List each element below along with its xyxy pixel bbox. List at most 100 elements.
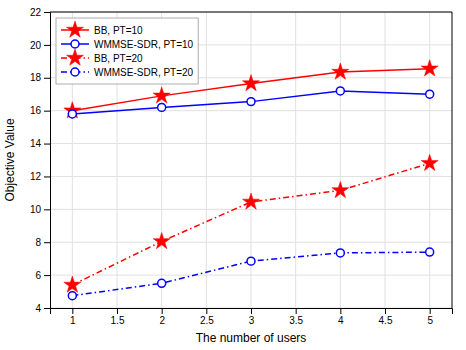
x-axis: 1 1.5 2 2.5 3 3.5 4 4.5 5 [51, 308, 453, 326]
tick: 12 [30, 171, 50, 182]
tick-mark [117, 308, 118, 314]
tick: 8 [35, 237, 50, 248]
tick-mark [385, 308, 386, 314]
y-axis-title: Objective Value [3, 118, 17, 201]
tick: 6 [35, 270, 50, 281]
tick-label: 2 [159, 315, 165, 326]
tick-label: 22 [30, 7, 42, 18]
tick-mark [251, 308, 252, 314]
marker [153, 87, 170, 103]
x-axis-title: The number of users [196, 331, 307, 345]
tick: 10 [30, 204, 50, 215]
marker [158, 279, 166, 287]
marker [426, 248, 434, 256]
tick: 2 [159, 308, 165, 326]
tick: 22 [30, 7, 50, 18]
tick: 20 [30, 40, 50, 51]
grid-line [340, 12, 341, 308]
tick-mark [72, 308, 73, 314]
tick: 4.5 [379, 308, 393, 326]
tick-label: 6 [35, 270, 41, 281]
tick-label: 3 [249, 315, 255, 326]
frame-line [50, 12, 452, 13]
legend-item: BB, PT=20 [61, 49, 143, 65]
tick: 3 [249, 308, 255, 326]
tick-label: 18 [30, 72, 42, 83]
legend: BB, PT=10WMMSE-SDR, PT=10BB, PT=20WMMSE-… [56, 18, 198, 84]
tick-mark [44, 144, 50, 145]
tick: 1.5 [111, 308, 125, 326]
marker [332, 181, 349, 197]
series-line [72, 91, 429, 114]
tick-label: 16 [30, 105, 42, 116]
marker [153, 232, 170, 248]
tick-label: 4 [338, 315, 344, 326]
legend-marker [71, 68, 79, 76]
marker [332, 63, 349, 79]
grid-line [50, 209, 452, 210]
tick-mark [44, 111, 50, 112]
series [64, 60, 438, 118]
marker [64, 102, 81, 118]
tick-mark [44, 275, 50, 276]
tick-label: 8 [35, 237, 41, 248]
marker [247, 257, 255, 265]
grid-line [50, 275, 452, 276]
tick-label: 3.5 [289, 315, 303, 326]
tick: 4 [338, 308, 344, 326]
frame-line [452, 12, 453, 308]
tick: 14 [30, 138, 50, 149]
legend-item: WMMSE-SDR, PT=20 [61, 67, 194, 78]
tick-mark [44, 209, 50, 210]
series-group [64, 60, 438, 300]
series-line [72, 252, 429, 296]
tick-label: 14 [30, 138, 42, 149]
y-axis: 4 6 8 10 12 14 16 18 20 22 [30, 7, 51, 314]
marker [68, 110, 76, 118]
legend-item: BB, PT=10 [61, 21, 143, 37]
grid [50, 12, 452, 308]
legend-marker [71, 40, 79, 48]
tick: 16 [30, 105, 50, 116]
series [68, 87, 433, 118]
grid-line [50, 176, 452, 177]
marker [247, 98, 255, 106]
grid-line [50, 242, 452, 243]
marker [68, 292, 76, 300]
chart: 1 1.5 2 2.5 3 3.5 4 4.5 5 4 6 8 10 12 14 16 18 20 22 BB, PT… [0, 0, 466, 350]
legend-label: WMMSE-SDR, PT=20 [94, 67, 194, 78]
tick-label: 20 [30, 40, 42, 51]
marker [421, 154, 438, 170]
plot-area: 1 1.5 2 2.5 3 3.5 4 4.5 5 4 6 8 10 12 14 16 18 20 22 BB, PT… [30, 7, 453, 326]
legend-label: BB, PT=20 [94, 53, 143, 64]
marker [421, 60, 438, 76]
tick-label: 12 [30, 171, 42, 182]
grid-line [206, 12, 207, 308]
marker [242, 75, 259, 91]
grid-line [50, 12, 452, 13]
legend-marker [66, 49, 83, 65]
tick: 2.5 [200, 308, 214, 326]
tick: 1 [70, 308, 76, 326]
tick-label: 10 [30, 204, 42, 215]
legend-label: BB, PT=10 [94, 25, 143, 36]
tick: 4 [35, 303, 50, 314]
axis-line [44, 13, 51, 309]
tick-mark [44, 45, 50, 46]
tick: 18 [30, 72, 50, 83]
tick-label: 1.5 [111, 315, 125, 326]
tick-mark [162, 308, 163, 314]
grid-line [50, 143, 452, 144]
tick-label: 5 [427, 315, 433, 326]
tick-mark [44, 242, 50, 243]
grid-line [295, 12, 296, 308]
series [68, 248, 433, 300]
tick-label: 1 [70, 315, 76, 326]
tick: 5 [427, 308, 433, 326]
series-line [72, 163, 429, 285]
marker [158, 103, 166, 111]
tick-label: 4.5 [379, 315, 393, 326]
tick-mark [296, 308, 297, 314]
marker [242, 193, 259, 209]
marker [64, 276, 81, 292]
